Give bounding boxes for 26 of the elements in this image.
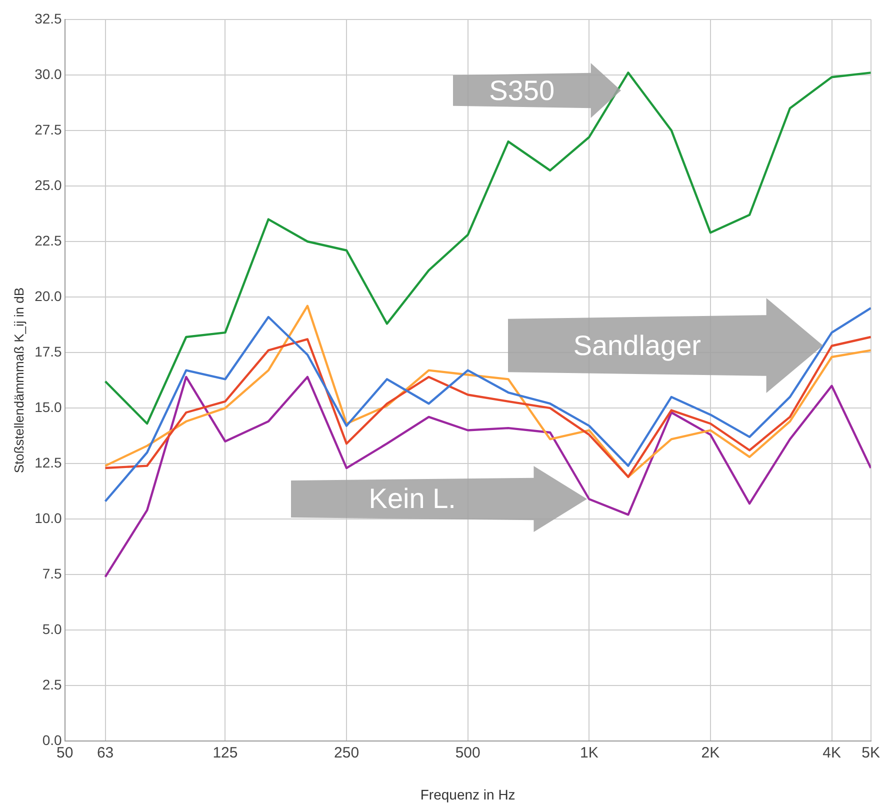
x-axis-title: Frequenz in Hz — [420, 786, 516, 802]
y-tick-label: 7.5 — [42, 565, 62, 582]
x-tick-label: 1K — [580, 744, 598, 762]
y-tick-label: 32.5 — [34, 10, 62, 26]
annotation: S350 — [488, 74, 556, 108]
x-tick-label: 125 — [212, 744, 238, 762]
y-tick-label: 20.0 — [34, 288, 62, 304]
y-tick-label: 30.0 — [34, 66, 62, 82]
y-tick-label: 25.0 — [34, 176, 62, 193]
y-tick-label: 10.0 — [34, 510, 62, 526]
y-axis-title: Stoßstellendämmmaß K_ij in dB — [11, 287, 26, 474]
y-tick-label: 27.5 — [34, 121, 62, 138]
y-tick-label: 2.5 — [42, 676, 62, 693]
x-tick-label: 250 — [334, 744, 360, 762]
y-tick-label: 15.0 — [34, 398, 62, 415]
x-tick-label: 4K — [822, 744, 841, 762]
x-tick-label: 63 — [96, 744, 114, 762]
y-tick-label: 17.5 — [34, 343, 62, 360]
y-tick-label: 5.0 — [42, 621, 62, 638]
x-tick-label: 2K — [701, 744, 720, 762]
x-tick-label: 500 — [455, 744, 480, 762]
annotation: Kein L. — [368, 482, 457, 516]
annotation: Sandlager — [572, 329, 702, 363]
y-tick-label: 22.5 — [34, 232, 62, 248]
x-tick-label: 5K — [862, 744, 880, 762]
y-tick-label: 12.5 — [34, 454, 62, 470]
